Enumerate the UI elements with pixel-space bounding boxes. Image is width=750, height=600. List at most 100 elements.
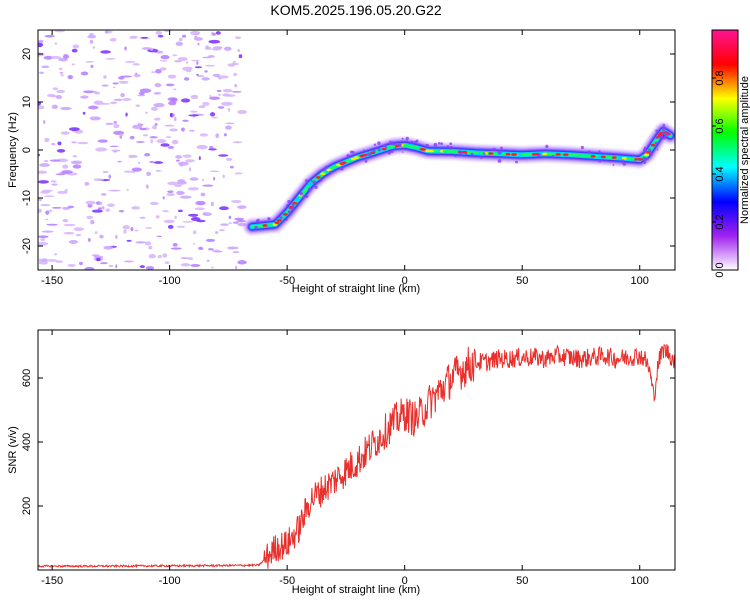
noise-speck [185, 159, 195, 163]
noise-speck [167, 97, 178, 101]
noise-speck [82, 90, 95, 94]
ridge-hotspot [488, 152, 494, 155]
ridge-hotspot [643, 153, 649, 157]
noise-speck [100, 193, 107, 196]
noise-speck [208, 248, 214, 251]
ridge-speck [551, 154, 555, 159]
noise-speck [180, 263, 191, 267]
noise-speck [93, 100, 104, 105]
noise-speck [176, 180, 187, 185]
noise-speck [137, 122, 142, 126]
noise-speck [140, 36, 149, 39]
noise-speck [139, 88, 152, 93]
noise-speck [40, 203, 51, 207]
ridge-speck [281, 220, 284, 223]
ridge-speck [654, 141, 658, 145]
ridge-speck [377, 141, 381, 145]
ridge-speck [290, 206, 295, 211]
noise-speck [118, 80, 129, 84]
noise-speck [118, 209, 125, 213]
noise-speck [237, 260, 247, 265]
noise-speck [144, 153, 151, 157]
ridge-speck [648, 148, 651, 151]
ridge-speck [612, 164, 615, 166]
noise-speck [49, 94, 57, 97]
y-tick-label: 0 [21, 147, 33, 153]
noise-speck [199, 133, 209, 137]
noise-speck [189, 129, 195, 132]
noise-speck [190, 30, 201, 36]
ridge-hotspot [320, 172, 326, 176]
ridge-speck [492, 147, 496, 152]
noise-speck [205, 238, 216, 242]
noise-speck [229, 165, 234, 169]
noise-speck [235, 265, 238, 270]
noise-speck [38, 260, 48, 265]
noise-speck [91, 209, 103, 213]
ridge-speck [448, 146, 453, 150]
ridge-speck [643, 146, 647, 150]
ridge-speck [440, 142, 444, 146]
noise-speck [181, 34, 187, 38]
noise-speck [223, 46, 232, 51]
noise-speck [171, 139, 179, 145]
noise-speck [122, 98, 132, 101]
ridge-speck [449, 142, 453, 146]
noise-speck [105, 122, 114, 125]
noise-speck [162, 210, 170, 213]
noise-speck [216, 89, 222, 93]
noise-speck [144, 241, 152, 246]
noise-speck [95, 201, 102, 205]
noise-speck [120, 92, 125, 98]
ridge-speck [658, 135, 662, 139]
noise-speck [209, 170, 220, 173]
noise-speck [139, 127, 147, 131]
ridge-speck [470, 152, 474, 156]
ridge-speck [314, 185, 318, 190]
noise-speck [131, 206, 140, 210]
noise-speck [190, 217, 201, 222]
noise-speck [43, 160, 49, 162]
ridge-hotspot [262, 224, 268, 227]
ridge-speck [643, 148, 647, 153]
noise-speck [167, 74, 177, 79]
x-tick-label: -150 [41, 275, 63, 287]
noise-speck [227, 107, 231, 112]
ridge-speck [413, 140, 417, 144]
noise-speck [73, 227, 84, 232]
ridge-speck [655, 137, 658, 140]
noise-speck [103, 75, 107, 79]
ridge-hotspot [274, 221, 280, 225]
noise-speck [44, 218, 49, 221]
noise-speck [197, 42, 200, 46]
noise-speck [216, 75, 229, 79]
noise-speck [38, 42, 44, 48]
snr-series-line [38, 344, 675, 569]
colorbar-ticks: 0.0 0.2 0.4 0.6 0.8 [712, 70, 726, 278]
noise-speck [209, 95, 212, 97]
ridge-speck [368, 154, 370, 156]
noise-speck [137, 94, 146, 97]
ridge-speck [389, 140, 391, 143]
noise-speck [213, 250, 224, 253]
noise-speck [237, 48, 241, 53]
ridge-speck [643, 161, 647, 164]
noise-speck [126, 188, 129, 191]
x-tick-label: -100 [159, 575, 181, 587]
ridge-hotspot [326, 168, 332, 172]
ridge-speck [497, 159, 502, 163]
ridge-speck [387, 151, 391, 155]
noise-speck [230, 199, 242, 204]
spectrogram-x-label: Height of straight line (km) [292, 283, 420, 295]
noise-speck [67, 264, 76, 267]
ridge-hotspot [621, 157, 627, 160]
noise-speck [150, 139, 154, 144]
noise-speck [77, 141, 89, 145]
snr-frame [37, 329, 676, 571]
noise-speck [41, 230, 54, 233]
noise-speck [219, 206, 229, 211]
noise-speck [56, 89, 66, 94]
noise-speck [86, 215, 94, 220]
noise-speck [124, 46, 127, 51]
